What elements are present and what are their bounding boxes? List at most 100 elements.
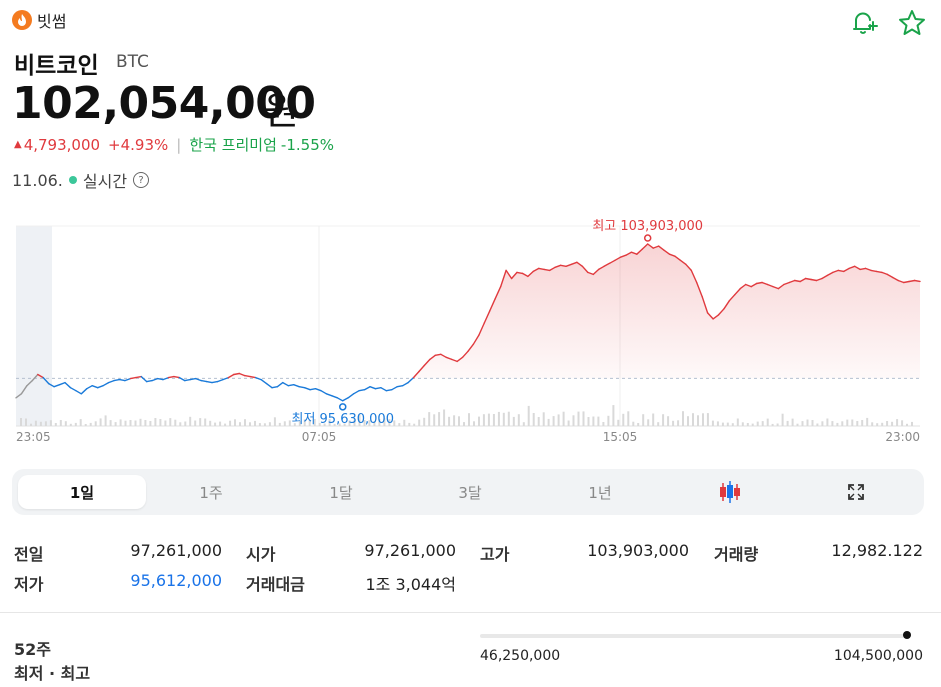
volume-bar	[383, 418, 386, 426]
volume-bar	[298, 420, 301, 426]
open-value: 97,261,000	[364, 541, 456, 560]
volume-bar	[104, 415, 107, 426]
price-line-segment	[385, 388, 393, 392]
volume-bar	[204, 418, 207, 426]
price-line-segment	[205, 380, 213, 384]
up-fill-area	[16, 244, 920, 379]
volume-bar	[731, 423, 734, 426]
change-row: ▲ 4,793,000 +4.93% | 한국 프리미엄 -1.55%	[14, 134, 334, 155]
candlestick-icon[interactable]	[666, 475, 794, 509]
price-line-segment	[848, 265, 856, 270]
price-line-segment	[64, 381, 72, 389]
volume-bar	[333, 423, 336, 426]
volume-bar	[786, 420, 789, 426]
volume-bar	[806, 419, 809, 426]
prev-close-value: 97,261,000	[130, 541, 222, 560]
volume-bar	[174, 419, 177, 426]
tab-3-month[interactable]: 3달	[458, 483, 482, 502]
volume-bar	[821, 421, 824, 426]
price-line-segment	[396, 384, 404, 388]
price-line-segment	[538, 267, 545, 271]
price-line-segment	[189, 377, 197, 381]
price-line-segment	[592, 268, 600, 276]
price-line-segment	[630, 251, 638, 255]
price-line-segment	[282, 381, 289, 387]
price-line-segment	[184, 378, 192, 382]
price-line-segment	[107, 379, 115, 384]
price-line-segment	[587, 271, 594, 276]
exchange-header[interactable]: 빗썸	[12, 8, 66, 32]
volume-bar	[492, 414, 495, 426]
price-line-segment	[113, 378, 121, 382]
price-line-segment	[619, 254, 627, 258]
open-label: 시가	[246, 545, 276, 564]
price-line-segment	[598, 265, 605, 271]
volume-bar	[254, 420, 256, 426]
expand-icon[interactable]	[792, 475, 920, 509]
volume-bar	[667, 416, 670, 426]
volume-bar	[219, 421, 222, 426]
price-line-segment	[837, 269, 845, 273]
price-line-segment	[440, 353, 447, 359]
volume-bar	[268, 422, 271, 426]
volume-bar	[368, 420, 371, 426]
volume-bar	[831, 421, 834, 426]
price-line-segment	[472, 334, 480, 345]
price-line-segment	[777, 283, 785, 290]
price-line-segment	[559, 264, 567, 267]
volume-bar	[652, 413, 655, 426]
volume-bar	[791, 418, 794, 426]
volume-bar	[522, 422, 525, 426]
volume-bar	[119, 419, 122, 426]
price-line-segment	[723, 299, 731, 310]
volume-bar	[642, 414, 645, 426]
high-marker	[643, 234, 652, 242]
price-line-segment	[374, 386, 382, 390]
price-line-segment	[647, 243, 654, 249]
volume-bar	[801, 421, 804, 426]
volume-bar	[229, 420, 232, 426]
volume-bar	[781, 413, 784, 426]
volume-bar	[711, 420, 714, 426]
help-icon[interactable]: ?	[133, 172, 150, 188]
bell-plus-icon[interactable]	[849, 8, 879, 38]
price-line-segment	[429, 354, 436, 361]
volume-bar	[512, 416, 515, 426]
volume-bar	[149, 421, 152, 426]
volume-bar	[647, 419, 650, 426]
price-line-segment	[864, 267, 872, 272]
volume-bar	[537, 417, 540, 426]
price-line-segment	[903, 280, 910, 284]
current-price: 102,054,000	[12, 78, 316, 129]
price-line-segment	[200, 379, 208, 383]
tab-1-year[interactable]: 1년	[588, 483, 612, 502]
volume-bar	[453, 415, 456, 426]
price-chart[interactable]: 최고 103,903,000 최저 95,630,000 23:05 07:05…	[0, 210, 941, 450]
volume-bar	[896, 419, 899, 426]
price-line-segment	[750, 282, 758, 288]
volume-bar	[881, 422, 884, 426]
volume-bar	[866, 417, 869, 426]
price-line-segment	[843, 267, 850, 273]
tab-1-day[interactable]: 1일	[18, 475, 146, 509]
price-line-segment	[276, 381, 284, 388]
price-line-segment	[565, 263, 573, 267]
tab-1-month[interactable]: 1달	[329, 483, 353, 502]
volume-bar	[199, 418, 202, 426]
korea-premium-label[interactable]: 한국 프리미엄	[189, 136, 277, 154]
volume-bar	[398, 423, 401, 426]
price-line-segment	[734, 287, 741, 296]
week52-range-track	[480, 634, 908, 638]
volume-bar	[129, 420, 132, 426]
price-line-segment	[516, 271, 524, 275]
volume-bar	[816, 423, 819, 426]
star-icon[interactable]	[897, 8, 927, 38]
volume-bar	[562, 411, 565, 426]
price-line-segment	[151, 377, 159, 382]
tab-1-week[interactable]: 1주	[199, 483, 223, 502]
price-line-segment	[636, 248, 643, 255]
bithumb-flame-icon	[12, 10, 32, 30]
volume-bar	[632, 421, 635, 426]
price-line-segment	[881, 271, 888, 276]
price-line-segment	[505, 269, 513, 280]
